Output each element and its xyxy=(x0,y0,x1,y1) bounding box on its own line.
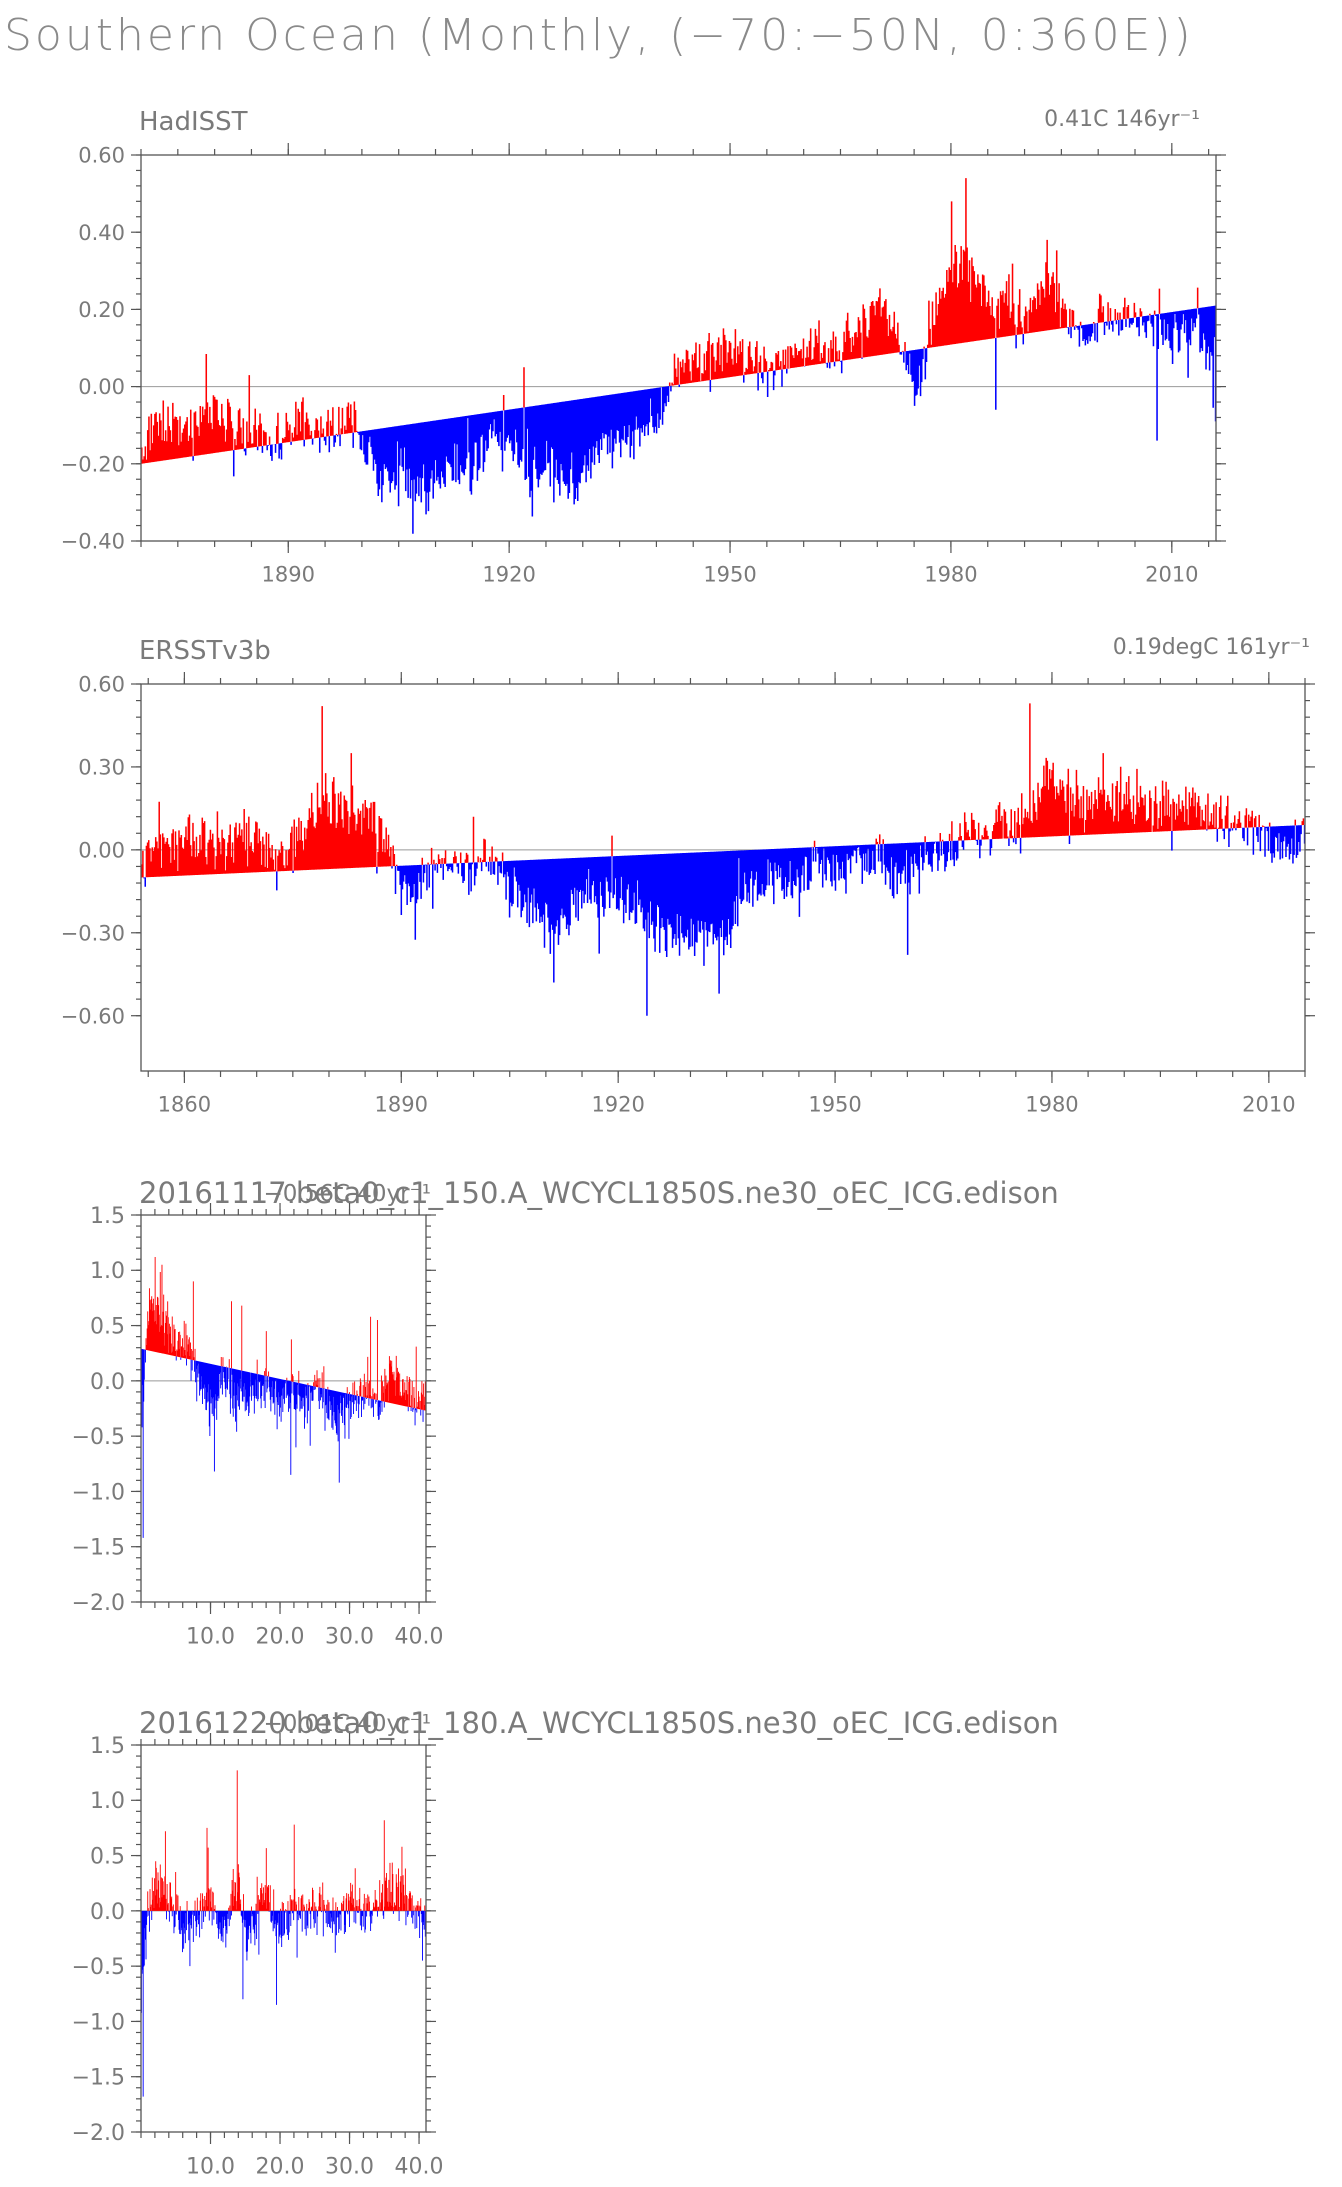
x-tick-label: 1890 xyxy=(375,1092,428,1116)
y-tick-label: 1.5 xyxy=(90,1734,125,1759)
x-tick-label: 20.0 xyxy=(256,1625,305,1650)
positive-anomaly-bars xyxy=(141,178,1199,464)
x-tick-label: 1980 xyxy=(924,562,977,586)
x-tick-label: 2010 xyxy=(1242,1092,1295,1116)
trend-label: −0.56C 40yr⁻¹ xyxy=(263,1181,431,1207)
x-tick-label: 30.0 xyxy=(325,2155,374,2180)
chart-ersstv3b: ERSSTv3b 0.19degC 161yr⁻¹ −0.60 −0.30 0.00… xyxy=(61,635,1315,1116)
y-tick-label: 1.0 xyxy=(90,1789,125,1814)
y-tick-label: 0.00 xyxy=(78,838,125,862)
trend-label: 0.41C 146yr⁻¹ xyxy=(1044,107,1200,132)
x-tick-label: 1920 xyxy=(591,1092,644,1116)
trend-label: 0.19degC 161yr⁻¹ xyxy=(1113,635,1310,660)
chart-title: 20161220.beta0_c1_180.A_WCYCL1850S.ne30_… xyxy=(139,1706,1059,1740)
chart-hadisst: HadISST 0.41C 146yr⁻¹ −0.40 −0.20 0.00 0.20… xyxy=(61,107,1226,586)
x-tick-label: 40.0 xyxy=(395,1625,444,1650)
y-tick-label: 0.0 xyxy=(90,1900,125,1925)
x-tick-label: 1920 xyxy=(482,562,535,586)
y-tick-label: −0.5 xyxy=(72,1425,125,1450)
chart-title: HadISST xyxy=(139,107,248,137)
y-tick-label: 0.5 xyxy=(90,1844,125,1869)
y-tick-label: 0.60 xyxy=(78,673,125,697)
chart-title: 20161117.beta0_c1_150.A_WCYCL1850S.ne30_… xyxy=(139,1176,1059,1210)
negative-anomaly-bars xyxy=(143,825,1306,1016)
y-tick-label: 0.5 xyxy=(90,1314,125,1339)
chart-run-180: 20161220.beta0_c1_180.A_WCYCL1850S.ne30_… xyxy=(72,1706,1059,2180)
x-tick-label: 10.0 xyxy=(186,2155,235,2180)
x-tick-label: 1860 xyxy=(158,1092,211,1116)
positive-anomaly-bars xyxy=(144,1257,427,1411)
x-tick-label: 1890 xyxy=(262,562,315,586)
x-tick-label: 2010 xyxy=(1145,562,1198,586)
axes-frame xyxy=(140,154,1217,542)
chart-title: ERSSTv3b xyxy=(139,636,271,666)
y-tick-label: −0.30 xyxy=(61,921,125,945)
negative-anomaly-bars xyxy=(192,305,1217,534)
positive-anomaly-bars xyxy=(141,703,1305,878)
figure-title: Southern Ocean (Monthly, (−70:−50N, 0:36… xyxy=(4,10,1194,61)
x-tick-label: 1950 xyxy=(703,562,756,586)
y-tick-label: 0.0 xyxy=(90,1370,125,1395)
y-tick-label: −1.0 xyxy=(72,1480,125,1505)
y-tick-label: 1.5 xyxy=(90,1204,125,1229)
y-tick-label: −1.5 xyxy=(72,2066,125,2091)
y-tick-label: 0.30 xyxy=(78,755,125,779)
y-tick-label: −2.0 xyxy=(72,1591,125,1616)
axes-frame xyxy=(140,683,1306,1072)
y-tick-label: 1.0 xyxy=(90,1259,125,1284)
trend-label: −0.01C 40yr⁻¹ xyxy=(263,1711,431,1737)
negative-anomaly-bars xyxy=(141,1348,424,1538)
y-tick-label: −0.60 xyxy=(61,1004,125,1028)
x-tick-label: 30.0 xyxy=(325,1625,374,1650)
y-tick-label: 0.00 xyxy=(78,375,125,399)
axes-frame xyxy=(140,1744,427,2133)
x-tick-label: 40.0 xyxy=(395,2155,444,2180)
x-tick-label: 1950 xyxy=(808,1092,861,1116)
x-tick-label: 1980 xyxy=(1025,1092,1078,1116)
x-tick-label: 10.0 xyxy=(186,1625,235,1650)
y-tick-label: −0.40 xyxy=(61,530,125,554)
y-tick-label: −1.0 xyxy=(72,2010,125,2035)
y-tick-label: 0.60 xyxy=(78,144,125,168)
y-tick-label: 0.40 xyxy=(78,221,125,245)
x-tick-label: 20.0 xyxy=(256,2155,305,2180)
chart-run-150: 20161117.beta0_c1_150.A_WCYCL1850S.ne30_… xyxy=(72,1176,1059,1650)
y-tick-label: −2.0 xyxy=(72,2121,125,2146)
negative-anomaly-bars xyxy=(141,1910,427,2097)
y-tick-label: 0.20 xyxy=(78,298,125,322)
y-tick-label: −0.5 xyxy=(72,1955,125,1980)
y-tick-label: −1.5 xyxy=(72,1536,125,1561)
positive-anomaly-bars xyxy=(147,1770,426,1911)
axes-frame xyxy=(140,1214,427,1603)
y-tick-label: −0.20 xyxy=(61,452,125,476)
